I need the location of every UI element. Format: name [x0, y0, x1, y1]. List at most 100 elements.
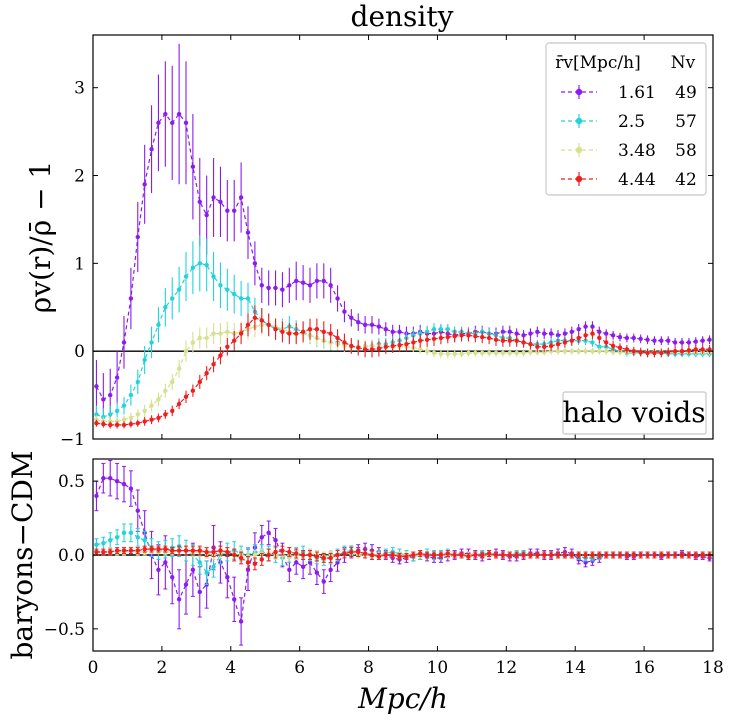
data-point [135, 508, 140, 513]
data-point [672, 348, 678, 354]
data-point [218, 331, 223, 336]
data-point [666, 552, 671, 558]
data-point [238, 619, 244, 624]
data-point [101, 476, 106, 481]
top-plot-area [93, 43, 713, 429]
data-point [369, 322, 375, 328]
data-point [659, 552, 664, 558]
data-point [211, 564, 216, 570]
data-point [369, 347, 375, 352]
data-point [225, 208, 230, 213]
data-point [335, 296, 340, 301]
data-point [604, 331, 609, 336]
data-point [183, 394, 189, 400]
data-point [597, 344, 602, 349]
data-point [321, 579, 326, 584]
data-point [135, 535, 140, 540]
data-point [542, 331, 547, 336]
data-point [466, 554, 471, 559]
data-point [142, 546, 147, 552]
data-point [114, 408, 120, 414]
data-point [314, 327, 320, 332]
data-point [521, 552, 526, 558]
data-point [183, 548, 189, 553]
data-point [555, 348, 561, 354]
data-point [197, 335, 202, 341]
x-tick-label: 12 [496, 658, 518, 678]
data-point [438, 335, 444, 341]
data-point [108, 419, 113, 424]
data-point [548, 343, 554, 349]
data-point [397, 329, 402, 335]
data-point [542, 344, 547, 349]
data-point [294, 278, 299, 284]
data-point [652, 350, 657, 356]
data-point [486, 551, 492, 556]
x-tick-label: 18 [702, 658, 724, 678]
data-point [645, 350, 650, 356]
data-point [604, 552, 609, 558]
data-point [128, 392, 134, 398]
legend-marker [575, 175, 583, 183]
data-point [183, 274, 189, 279]
data-point [266, 322, 271, 328]
y-tick-label: 2 [74, 167, 85, 187]
data-point [652, 338, 657, 343]
data-point [672, 340, 678, 345]
data-point [466, 350, 471, 356]
data-point [597, 329, 602, 335]
data-point [197, 589, 202, 595]
data-point [156, 546, 161, 552]
data-point [245, 322, 251, 328]
data-point [576, 335, 581, 341]
data-point [211, 195, 216, 200]
data-point [679, 348, 685, 354]
data-point [300, 329, 306, 335]
top-x-ticks [92, 35, 714, 439]
series-line [96, 532, 710, 574]
data-point [149, 403, 154, 408]
data-point [562, 340, 568, 345]
data-point [514, 350, 519, 356]
x-tick-label: 10 [427, 658, 449, 678]
data-point [397, 554, 402, 559]
data-point [259, 318, 264, 323]
data-point [204, 549, 209, 555]
data-point [232, 552, 237, 558]
data-point [404, 554, 409, 559]
data-point [376, 346, 382, 351]
legend-radius-value: 4.44 [618, 170, 656, 190]
data-point [548, 552, 554, 558]
data-point [183, 120, 189, 126]
data-point [638, 336, 643, 342]
data-point [121, 530, 127, 536]
data-point [686, 552, 692, 558]
data-point [438, 327, 444, 332]
x-tick-label: 14 [564, 658, 586, 678]
data-point [445, 327, 450, 332]
data-point [528, 349, 533, 355]
data-point [273, 549, 278, 555]
data-point [617, 345, 623, 350]
x-tick-label: 2 [156, 658, 167, 678]
data-point [163, 546, 168, 552]
data-point [163, 560, 168, 565]
legend-count-value: 42 [675, 170, 697, 190]
y-tick-label: −1 [60, 430, 85, 450]
data-point [218, 283, 223, 288]
data-point [590, 324, 595, 329]
data-point [500, 329, 506, 335]
data-point [500, 552, 506, 558]
data-point [94, 549, 99, 555]
data-point [335, 552, 340, 558]
data-point [707, 347, 712, 352]
data-point [411, 333, 416, 338]
data-point [342, 551, 347, 556]
data-point [197, 261, 202, 266]
data-point [156, 322, 161, 328]
data-point [569, 552, 574, 558]
data-point [176, 597, 182, 602]
data-point [376, 324, 382, 329]
data-point [645, 337, 650, 342]
data-point [328, 331, 333, 336]
